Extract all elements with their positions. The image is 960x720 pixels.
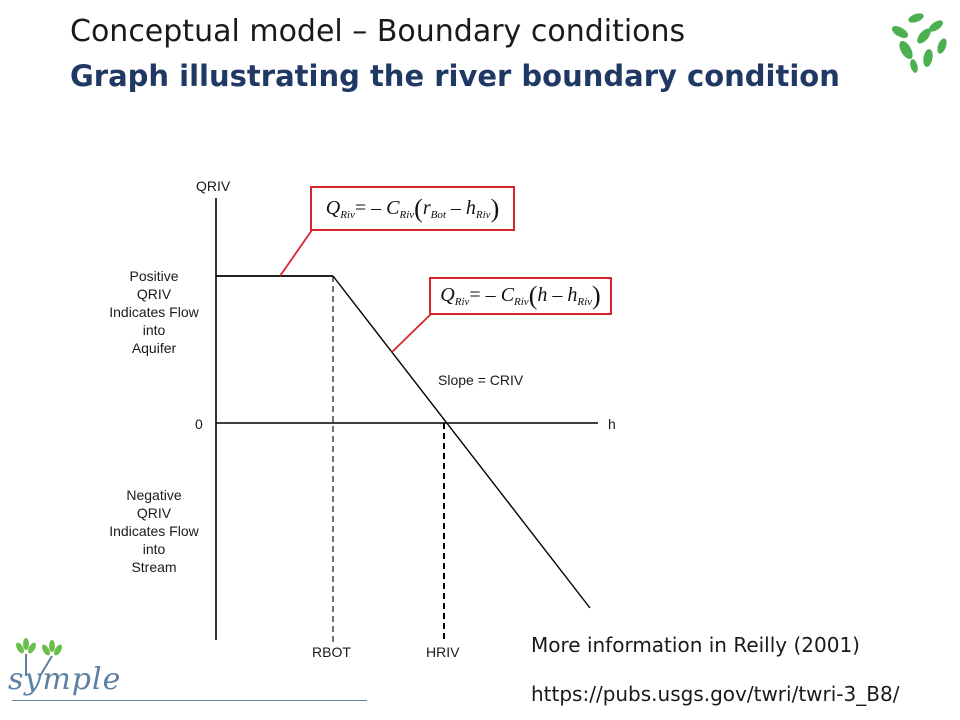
slope-segment [332,275,591,609]
slope-label: Slope = CRIV [438,372,524,388]
y-axis-label: QRIV [196,178,231,194]
logo-tree-icon [16,638,62,677]
leaves-icon [891,13,947,73]
negative-region-label: Negative QRIV Indicates Flow into Stream [109,487,199,575]
slide-subtitle: Graph illustrating the river boundary co… [70,59,840,93]
symple-logo: symple [4,638,374,718]
slide-title: Conceptual model – Boundary conditions [70,14,686,49]
x-axis-label: h [608,416,616,432]
upper-equation-box: QRiv= – CRiv(rBot – hRiv) [310,186,515,231]
upper-equation: QRiv= – CRiv(rBot – hRiv) [325,193,500,223]
logo-text: symple [8,662,122,697]
zero-label: 0 [195,416,203,432]
upper-callout-leader [279,229,313,277]
lower-callout-leader [391,313,432,353]
positive-region-label: Positive QRIV Indicates Flow into Aquife… [109,268,199,356]
hriv-label: HRIV [426,644,460,660]
reference-url[interactable]: https://pubs.usgs.gov/twri/twri-3_B8/ [531,682,900,706]
lower-equation: QRiv= – CRiv(h – hRiv) [440,281,601,310]
rbot-label: RBOT [312,644,351,660]
logo-underline [12,700,367,701]
lower-equation-box: QRiv= – CRiv(h – hRiv) [429,277,612,315]
reference-text: More information in Reilly (2001) [531,633,860,657]
